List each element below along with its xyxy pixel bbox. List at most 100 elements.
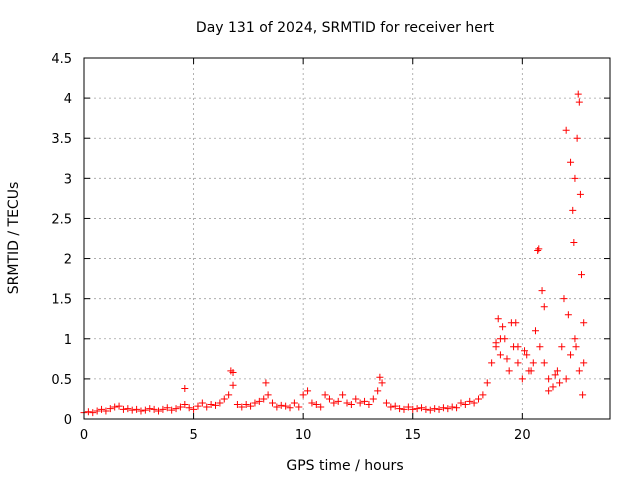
data-point [556,379,564,387]
data-point [580,359,588,367]
data-point [426,406,434,414]
x-tick-label: 10 [295,428,312,443]
data-point [190,405,198,413]
data-point [576,190,584,198]
x-tick-label: 5 [189,428,197,443]
y-tick-label: 4.5 [51,52,72,67]
axis-ticks: 0 5 10 15 20 0 0.5 1 1.5 2 2.5 3 3.5 4 4.5 [51,52,610,443]
data-point [514,343,522,351]
plot-frame [83,57,611,420]
y-tick-label: 0 [64,413,72,428]
data-point [128,406,136,414]
data-point [124,405,132,413]
data-point [185,404,193,412]
data-point [574,90,582,98]
data-point [492,339,500,347]
data-point [400,405,408,413]
data-point [159,405,167,413]
y-tick-label: 1 [64,333,72,348]
data-point [483,379,491,387]
data-point [225,391,233,399]
data-point [470,399,478,407]
data-point [352,395,360,403]
data-point [396,405,404,413]
data-point [198,399,206,407]
data-point [444,405,452,413]
data-point [378,379,386,387]
data-point [571,335,579,343]
data-point [435,405,443,413]
data-point [330,399,338,407]
data-point [512,319,520,327]
data-point [262,379,270,387]
data-point [163,404,171,412]
data-point [573,134,581,142]
data-point [282,402,290,410]
data-point [84,408,92,416]
data-point [567,351,575,359]
data-point [540,359,548,367]
data-point [347,401,355,409]
data-point [260,395,268,403]
data-point [93,407,101,415]
data-point [207,401,215,409]
data-point [580,319,588,327]
data-point [376,373,384,381]
x-tick-label: 20 [514,428,531,443]
data-point [286,404,294,412]
data-point [89,409,97,417]
data-point [431,405,439,413]
data-point [106,405,114,413]
data-point [579,391,587,399]
data-point [549,383,557,391]
data-point [295,403,303,411]
data-point [536,343,544,351]
data-point [494,315,502,323]
data-point [194,402,202,410]
data-point [551,371,559,379]
y-tick-label: 1.5 [51,293,72,308]
x-tick-label: 0 [80,428,88,443]
data-point [304,387,312,395]
data-point [575,98,583,106]
data-point [545,387,553,395]
data-point [418,404,426,412]
data-point [553,367,561,375]
data-point [216,399,224,407]
data-point [453,404,461,412]
data-point [308,399,316,407]
data-point [448,403,456,411]
data-point [146,405,154,413]
data-point [365,401,373,409]
data-point [229,368,237,376]
data-point [374,387,382,395]
data-point [150,405,158,413]
data-point [531,327,539,335]
data-point [247,402,255,410]
data-point [334,397,342,405]
grid-lines [84,58,610,419]
y-tick-label: 3.5 [51,132,72,147]
data-point [369,395,377,403]
data-point [404,403,412,411]
data-point [229,381,237,389]
data-point [115,402,123,410]
data-point [475,395,482,403]
data-point [570,239,578,247]
data-point [545,375,553,383]
data-point [137,407,145,415]
data-point [111,403,119,411]
data-point [538,287,546,295]
data-point [562,126,570,134]
y-tick-label: 4 [64,92,72,107]
data-point [499,323,507,331]
data-point [534,247,542,255]
data-point [382,399,390,407]
data-point [317,403,325,411]
data-point [268,399,276,407]
data-point [505,367,513,375]
data-point [529,359,537,367]
data-point [558,343,566,351]
data-point [525,367,533,375]
